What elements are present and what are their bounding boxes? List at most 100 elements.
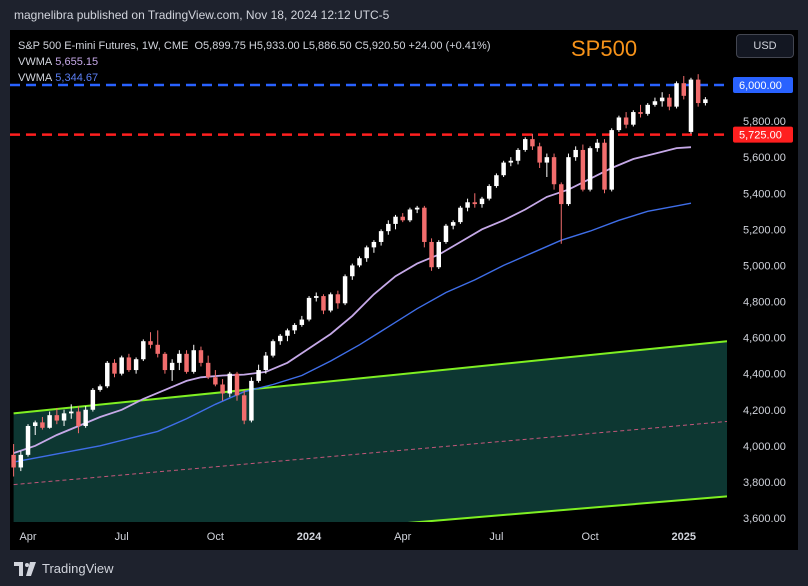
candle-body xyxy=(205,362,211,378)
candle-body xyxy=(544,157,550,163)
candle-body xyxy=(241,395,247,421)
candle-body xyxy=(667,97,672,107)
candle-body xyxy=(83,409,88,426)
candle-body xyxy=(357,258,362,266)
candle-body xyxy=(652,101,658,105)
currency-button[interactable]: USD xyxy=(736,34,794,58)
symbol-title: S&P 500 E-mini Futures, 1W, CME xyxy=(18,40,189,52)
candle-body xyxy=(695,79,701,104)
candle-body xyxy=(645,104,650,114)
candle-body xyxy=(119,357,124,374)
price-tick-label: 4,600.00 xyxy=(743,333,786,345)
price-level-label-0: 6,000.00 xyxy=(739,80,782,92)
candle-body xyxy=(501,162,506,176)
chart-legend: S&P 500 E-mini Futures, 1W, CME O5,899.7… xyxy=(18,38,491,86)
vwma-slow-value: 5,344.67 xyxy=(55,72,99,84)
candle-body xyxy=(162,353,168,371)
time-axis: Apr Jul Oct 2024 Apr Jul Oct 2025 xyxy=(19,531,696,543)
candle-body xyxy=(580,149,586,190)
candle-body xyxy=(393,216,398,224)
candle-body xyxy=(616,117,622,131)
candle-body xyxy=(551,157,557,185)
price-tick-label: 5,400.00 xyxy=(743,188,786,200)
candle-body xyxy=(47,415,52,428)
price-level-tag-0 xyxy=(733,77,793,93)
candle-body xyxy=(97,386,103,390)
candle-body xyxy=(328,294,333,311)
candle-body xyxy=(659,97,665,102)
candle-body xyxy=(220,384,225,394)
price-axis: 3,600.00 3,800.00 4,000.00 4,200.00 4,400.00… xyxy=(733,77,793,525)
candle-body xyxy=(638,112,643,114)
candle-body xyxy=(458,207,463,223)
candle-body xyxy=(321,296,326,311)
candle-body xyxy=(537,146,542,163)
channel-lower-line xyxy=(407,495,727,522)
candle-body xyxy=(40,422,45,428)
candle-body xyxy=(566,157,571,205)
candle-body xyxy=(522,139,528,150)
levels-layer xyxy=(10,83,727,136)
vwma-fast-label[interactable]: VWMA xyxy=(18,56,53,68)
price-level-tag-1 xyxy=(733,126,793,143)
price-tick-label: 3,600.00 xyxy=(743,513,786,525)
candle-body xyxy=(422,207,427,242)
candle-body xyxy=(436,241,441,268)
vwma-fast-value: 5,655.15 xyxy=(55,56,99,68)
candle-body xyxy=(486,186,492,199)
candle-body xyxy=(508,160,514,163)
vwma-slow-label[interactable]: VWMA xyxy=(18,72,53,84)
candle-body xyxy=(54,415,60,421)
time-tick-label: Jul xyxy=(489,531,503,543)
candle-body xyxy=(465,202,470,208)
candle-body xyxy=(90,389,96,410)
brand-name: TradingView xyxy=(42,561,114,576)
candle-body xyxy=(285,330,290,336)
candle-body xyxy=(631,112,636,125)
publisher-line: magnelibra published on TradingView.com,… xyxy=(14,8,390,22)
candle-body xyxy=(688,79,694,132)
candle-body xyxy=(234,373,240,396)
candle-body xyxy=(177,353,182,363)
price-tick-label: 5,200.00 xyxy=(743,224,786,236)
candle-body xyxy=(11,454,16,468)
brand[interactable]: TradingView xyxy=(14,561,114,576)
channel-upper-line xyxy=(13,340,727,415)
candle-body xyxy=(256,370,261,381)
price-tick-label: 4,000.00 xyxy=(743,441,786,453)
price-tick-label: 4,800.00 xyxy=(743,297,786,309)
candle-body xyxy=(386,223,391,232)
candle-body xyxy=(515,149,521,161)
candle-body xyxy=(18,454,24,468)
candle-body xyxy=(494,175,499,187)
candle-body xyxy=(292,324,297,331)
price-level-label-1: 5,725.00 xyxy=(739,130,782,142)
candle-body xyxy=(69,411,74,414)
channel-fill xyxy=(13,341,727,522)
time-tick-label: 2024 xyxy=(297,531,322,543)
candle-body xyxy=(371,241,377,248)
candle-body xyxy=(61,413,67,421)
channel-layer xyxy=(13,340,727,522)
candle-body xyxy=(443,225,449,242)
price-tick-label: 5,600.00 xyxy=(743,152,786,164)
ohlc-values: O5,899.75 H5,933.00 L5,886.50 C5,920.50 … xyxy=(194,40,491,52)
candle-body xyxy=(133,359,139,371)
candle-body xyxy=(155,344,160,354)
candle-body xyxy=(400,216,405,221)
candle-body xyxy=(364,247,369,259)
candle-body xyxy=(414,207,420,210)
time-tick-label: Oct xyxy=(207,531,224,543)
candle-body xyxy=(191,350,196,372)
candle-body xyxy=(681,83,686,96)
candle-body xyxy=(299,319,305,325)
time-tick-label: Oct xyxy=(582,531,599,543)
candle-body xyxy=(25,425,31,455)
candle-body xyxy=(378,231,384,242)
candle-body xyxy=(450,222,456,226)
candle-body xyxy=(76,411,81,426)
candle-body xyxy=(595,142,600,149)
price-tick-label: 5,000.00 xyxy=(743,260,786,272)
candle-body xyxy=(703,99,708,104)
